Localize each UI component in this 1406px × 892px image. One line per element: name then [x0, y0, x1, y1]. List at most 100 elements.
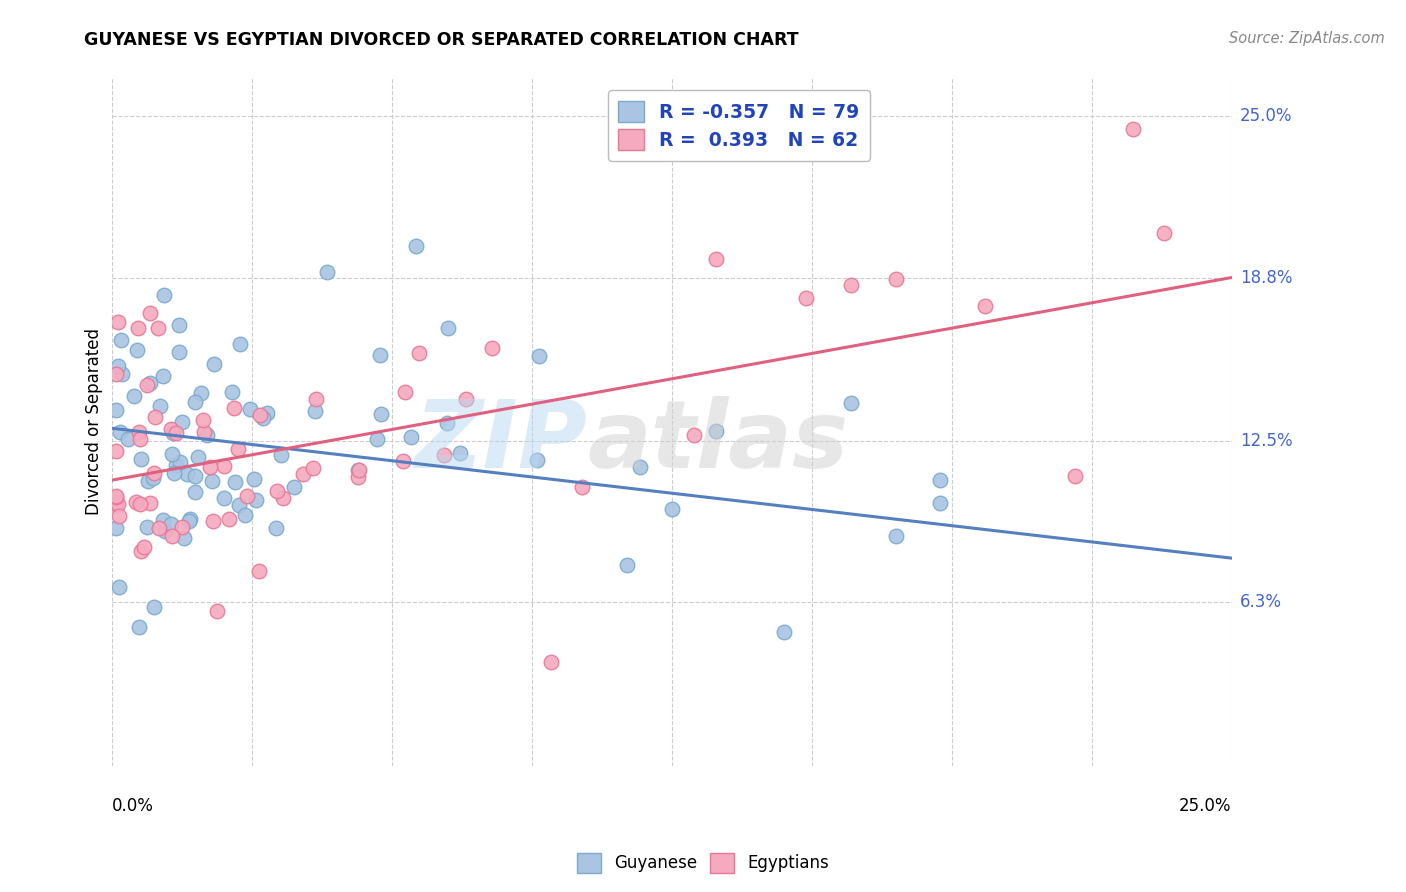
Point: [661, 501, 683, 516]
Point: [205, 604, 228, 618]
Point: [974, 299, 997, 313]
Point: [105, 521, 128, 535]
Point: [179, 512, 201, 526]
Point: [436, 416, 458, 430]
Point: [271, 491, 294, 505]
Point: [105, 497, 128, 511]
Point: [264, 521, 287, 535]
Point: [110, 333, 132, 347]
Point: [183, 469, 205, 483]
Point: [202, 357, 225, 371]
Point: [142, 466, 165, 480]
Point: [148, 521, 170, 535]
Point: [129, 432, 152, 446]
Point: [347, 463, 370, 477]
Point: [129, 451, 152, 466]
Point: [129, 544, 152, 558]
Point: [839, 395, 862, 409]
Point: [433, 449, 456, 463]
Point: [127, 343, 149, 358]
Point: [683, 427, 706, 442]
Point: [243, 471, 266, 485]
Point: [169, 454, 191, 468]
Point: [481, 341, 503, 355]
Point: [772, 624, 794, 639]
Point: [408, 345, 430, 359]
Point: [224, 475, 246, 490]
Point: [436, 321, 458, 335]
Point: [136, 474, 159, 488]
Point: [214, 491, 236, 505]
Point: [155, 524, 177, 538]
Point: [201, 474, 224, 488]
Point: [149, 400, 172, 414]
Point: [794, 291, 817, 305]
Point: [165, 426, 187, 441]
Point: [229, 337, 252, 351]
Point: [135, 519, 157, 533]
Point: [449, 446, 471, 460]
Point: [1122, 122, 1144, 136]
Point: [105, 403, 128, 417]
Point: [139, 306, 162, 320]
Point: [172, 415, 194, 429]
Point: [236, 489, 259, 503]
Point: [162, 425, 184, 440]
Point: [270, 448, 292, 462]
Point: [526, 453, 548, 467]
Point: [370, 407, 392, 421]
Point: [117, 432, 139, 446]
Point: [305, 392, 328, 407]
Text: 25.0%: 25.0%: [1240, 107, 1292, 126]
Point: [122, 389, 145, 403]
Point: [221, 384, 243, 399]
Point: [839, 278, 862, 293]
Y-axis label: Divorced or Separated: Divorced or Separated: [86, 328, 103, 516]
Point: [929, 496, 952, 510]
Point: [401, 430, 423, 444]
Point: [163, 466, 186, 480]
Point: [135, 378, 157, 392]
Point: [105, 444, 128, 458]
Legend: R = -0.357   N = 79, R =  0.393   N = 62: R = -0.357 N = 79, R = 0.393 N = 62: [607, 90, 870, 161]
Point: [183, 484, 205, 499]
Point: [111, 368, 134, 382]
Point: [152, 369, 174, 384]
Point: [616, 558, 638, 573]
Point: [184, 395, 207, 409]
Text: ZIP: ZIP: [415, 396, 588, 489]
Point: [142, 470, 165, 484]
Point: [292, 467, 315, 482]
Point: [256, 406, 278, 420]
Point: [108, 425, 131, 440]
Point: [105, 367, 128, 381]
Point: [143, 409, 166, 424]
Point: [233, 508, 256, 522]
Point: [884, 529, 907, 543]
Point: [283, 480, 305, 494]
Point: [138, 496, 160, 510]
Point: [201, 515, 224, 529]
Legend: Guyanese, Egyptians: Guyanese, Egyptians: [571, 847, 835, 880]
Point: [152, 513, 174, 527]
Point: [527, 349, 550, 363]
Point: [128, 620, 150, 634]
Point: [392, 454, 415, 468]
Point: [252, 411, 274, 425]
Point: [107, 497, 129, 511]
Point: [160, 447, 183, 461]
Text: 0.0%: 0.0%: [111, 797, 153, 814]
Point: [153, 288, 176, 302]
Point: [198, 459, 221, 474]
Point: [128, 498, 150, 512]
Text: 6.3%: 6.3%: [1240, 593, 1282, 611]
Point: [195, 427, 218, 442]
Point: [929, 473, 952, 487]
Text: GUYANESE VS EGYPTIAN DIVORCED OR SEPARATED CORRELATION CHART: GUYANESE VS EGYPTIAN DIVORCED OR SEPARAT…: [84, 31, 799, 49]
Point: [366, 432, 388, 446]
Point: [108, 580, 131, 594]
Point: [247, 565, 270, 579]
Point: [347, 462, 370, 476]
Point: [138, 376, 160, 391]
Point: [125, 494, 148, 508]
